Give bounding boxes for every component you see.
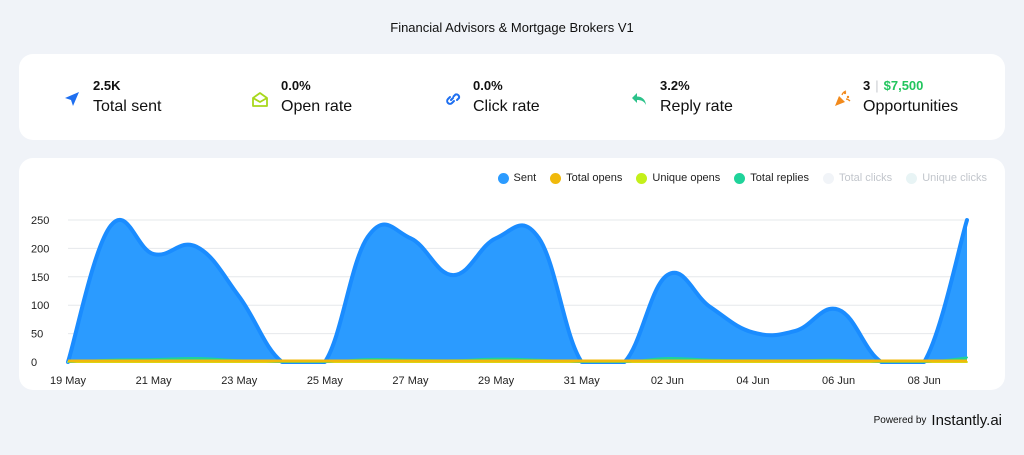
- legend-dot-icon: [636, 172, 648, 184]
- legend-item-total-replies[interactable]: Total replies: [734, 172, 809, 184]
- legend-dot-icon: [734, 172, 746, 184]
- separator: |: [875, 78, 879, 93]
- envelope-open-icon: [252, 92, 268, 107]
- series-area-sent: [68, 219, 967, 362]
- chart-card: 0 50 100 150 200 250 19 May 21 May 23 May 25 May 2…: [19, 158, 1005, 390]
- party-popper-icon: [835, 90, 851, 106]
- stat-value: 0.0%: [281, 78, 311, 93]
- stat-value: 3.2%: [660, 78, 690, 93]
- legend-label: Total replies: [750, 172, 809, 184]
- stat-label: Reply rate: [660, 98, 733, 115]
- chart-legend: Sent Total opens Unique opens Total repl…: [497, 172, 987, 184]
- stats-card: 2.5K Total sent 0.0% Open rate 0.0% Clic…: [19, 54, 1005, 140]
- x-tick-label: 31 May: [564, 375, 601, 387]
- legend-item-sent[interactable]: Sent: [497, 172, 537, 184]
- x-tick-label: 21 May: [136, 375, 173, 387]
- y-tick-label: 0: [31, 357, 37, 369]
- stat-value: 3 | $7,500: [863, 78, 923, 93]
- x-tick-label: 23 May: [221, 375, 258, 387]
- legend-item-unique-opens[interactable]: Unique opens: [636, 172, 720, 184]
- reply-icon: [632, 93, 646, 105]
- legend-dot-icon: [550, 172, 562, 184]
- legend-item-unique-clicks[interactable]: Unique clicks: [906, 172, 987, 184]
- send-icon: [65, 92, 79, 106]
- stat-label: Total sent: [93, 98, 162, 115]
- link-icon: [446, 93, 461, 105]
- legend-item-total-opens[interactable]: Total opens: [550, 172, 622, 184]
- opportunity-value: $7,500: [883, 78, 924, 93]
- legend-label: Unique clicks: [922, 172, 987, 184]
- legend-label: Sent: [513, 172, 537, 184]
- area-chart: 0 50 100 150 200 250 19 May 21 May 23 May 25 May 2…: [31, 215, 969, 387]
- y-tick-label: 100: [31, 300, 49, 312]
- legend-dot-icon: [906, 172, 918, 184]
- stat-value: 2.5K: [93, 78, 121, 93]
- page-title: Financial Advisors & Mortgage Brokers V1: [390, 20, 634, 35]
- x-tick-label: 04 Jun: [736, 375, 769, 387]
- opportunity-count: 3: [863, 78, 871, 93]
- legend-label: Unique opens: [652, 172, 721, 184]
- stat-label: Opportunities: [863, 98, 959, 115]
- legend-dot-icon: [497, 172, 509, 184]
- x-tick-label: 06 Jun: [822, 375, 855, 387]
- legend-label: Total opens: [566, 172, 623, 184]
- brand-logo[interactable]: Instantly.ai: [931, 412, 1002, 429]
- x-tick-label: 29 May: [478, 375, 515, 387]
- stat-label: Click rate: [473, 98, 540, 115]
- x-tick-label: 08 Jun: [908, 375, 941, 387]
- legend-label: Total clicks: [839, 172, 893, 184]
- x-tick-label: 19 May: [50, 375, 87, 387]
- stat-value: 0.0%: [473, 78, 503, 93]
- legend-item-total-clicks[interactable]: Total clicks: [823, 172, 892, 184]
- powered-by: Powered by Instantly.ai: [874, 412, 1002, 429]
- x-tick-label: 02 Jun: [651, 375, 684, 387]
- x-tick-label: 27 May: [392, 375, 429, 387]
- y-tick-label: 200: [31, 243, 49, 255]
- y-tick-label: 150: [31, 272, 49, 284]
- y-tick-label: 50: [31, 329, 43, 341]
- series-line-sent: [66, 218, 969, 364]
- stat-label: Open rate: [281, 98, 353, 115]
- y-tick-label: 250: [31, 215, 49, 227]
- x-tick-label: 25 May: [307, 375, 344, 387]
- legend-dot-icon: [823, 172, 834, 184]
- powered-by-text: Powered by: [873, 415, 927, 426]
